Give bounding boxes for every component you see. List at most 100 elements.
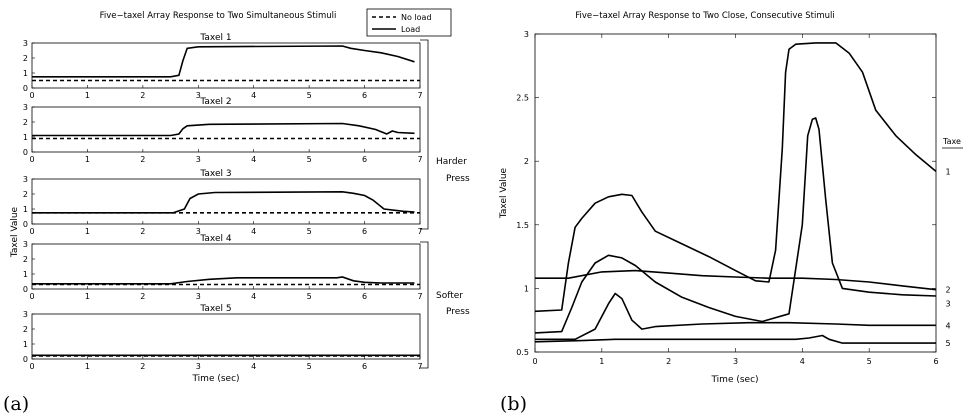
x-tick-label: 7 — [417, 227, 422, 236]
x-tick-label: 1 — [85, 91, 90, 100]
bracket-label-softer-2: Press — [446, 307, 470, 317]
x-tick-label: 4 — [800, 357, 805, 366]
x-tick-label: 0 — [29, 362, 34, 371]
x-tick-label: 6 — [362, 227, 367, 236]
chart-b-series — [534, 42, 937, 344]
chart-b-ylabel: Taxel Value — [499, 167, 509, 219]
chart-b-series-labels: 1 2 3 4 5 — [945, 167, 950, 348]
x-tick-label: 0 — [29, 155, 34, 164]
figure-label-b: (b) — [500, 393, 527, 415]
x-tick-label: 1 — [85, 155, 90, 164]
x-tick-label: 2 — [140, 362, 145, 371]
x-tick-label: 5 — [307, 91, 312, 100]
x-tick-label: 5 — [307, 155, 312, 164]
x-tick-label: 6 — [362, 362, 367, 371]
y-tick-label: 2 — [23, 54, 28, 63]
x-tick-label: 3 — [733, 357, 738, 366]
chart-b-title: Five−taxel Array Response to Two Close, … — [575, 11, 835, 21]
x-tick-label: 0 — [532, 357, 537, 366]
chart-b-legend-title: Taxe — [942, 137, 961, 146]
chart-a-legend: No load Load — [366, 8, 452, 37]
chart-a-title: Five−taxel Array Response to Two Simulta… — [100, 11, 337, 21]
y-tick-label: 1 — [23, 270, 28, 279]
chart-a: Five−taxel Array Response to Two Simulta… — [10, 8, 470, 384]
x-tick-label: 0 — [29, 227, 34, 236]
x-tick-label: 3 — [196, 155, 201, 164]
x-tick-label: 6 — [933, 357, 938, 366]
taxel-panel-3: Taxel 3 0 1 2 3 0 1 2 3 4 5 6 7 — [23, 169, 423, 236]
y-tick-label: 1.5 — [516, 221, 529, 230]
chart-b: Five−taxel Array Response to Two Close, … — [499, 11, 963, 385]
y-tick-label: 3 — [23, 310, 28, 319]
x-tick-label: 2 — [140, 91, 145, 100]
figure-label-a: (a) — [3, 393, 29, 415]
y-tick-label: 2 — [23, 255, 28, 264]
x-tick-label: 1 — [85, 292, 90, 301]
x-tick-label: 2 — [140, 292, 145, 301]
series-load-line — [32, 45, 415, 78]
series-taxel-1-line — [534, 42, 937, 313]
x-tick-label: 4 — [251, 292, 256, 301]
x-tick-label: 3 — [196, 91, 201, 100]
series-taxel-3-line — [534, 117, 937, 334]
y-tick-label: 1 — [23, 205, 28, 214]
x-tick-label: 6 — [362, 155, 367, 164]
bracket-label-harder-2: Press — [446, 174, 470, 184]
legend-label-no-load: No load — [401, 13, 432, 22]
taxel-panel-5: Taxel 5 0 1 2 3 0 1 2 3 4 5 6 7 — [23, 304, 423, 371]
x-tick-label: 5 — [307, 362, 312, 371]
x-tick-label: 4 — [251, 91, 256, 100]
chart-b-plot-area — [534, 33, 937, 353]
taxel-panel-frame — [31, 313, 421, 360]
taxel-panel-1: Taxel 1 0 1 2 3 0 1 2 3 4 5 6 7 — [23, 33, 423, 100]
taxel-panel-title: Taxel 2 — [199, 97, 231, 107]
y-tick-label: 2 — [23, 190, 28, 199]
x-tick-label: 2 — [666, 357, 671, 366]
y-tick-label: 0 — [23, 148, 28, 157]
y-tick-label: 1 — [23, 340, 28, 349]
y-tick-label: 2 — [23, 118, 28, 127]
chart-a-ylabel: Taxel Value — [10, 206, 20, 258]
series-label-3: 3 — [945, 300, 950, 309]
chart-a-xlabel: Time (sec) — [191, 374, 239, 384]
legend-label-load: Load — [401, 25, 420, 34]
x-tick-label: 7 — [417, 155, 422, 164]
y-tick-label: 2 — [524, 157, 529, 166]
x-tick-label: 1 — [599, 357, 604, 366]
x-tick-label: 0 — [29, 91, 34, 100]
x-tick-label: 7 — [417, 292, 422, 301]
x-tick-label: 4 — [251, 155, 256, 164]
x-tick-label: 5 — [867, 357, 872, 366]
taxel-panel-title: Taxel 4 — [199, 234, 231, 244]
x-tick-label: 3 — [196, 362, 201, 371]
y-tick-label: 0.5 — [516, 348, 529, 357]
taxel-panel-frame — [31, 243, 421, 290]
x-tick-label: 1 — [85, 227, 90, 236]
x-tick-label: 6 — [362, 91, 367, 100]
y-tick-label: 0 — [23, 355, 28, 364]
x-tick-label: 5 — [307, 227, 312, 236]
x-tick-label: 0 — [29, 292, 34, 301]
y-tick-label: 2.5 — [516, 94, 529, 103]
series-taxel-2-line — [535, 269, 937, 291]
x-tick-label: 2 — [140, 227, 145, 236]
series-label-2: 2 — [945, 286, 950, 295]
y-tick-label: 1 — [524, 284, 529, 293]
x-tick-label: 1 — [85, 362, 90, 371]
series-label-4: 4 — [945, 321, 950, 330]
taxel-panel-2: Taxel 2 0 1 2 3 0 1 2 3 4 5 6 7 — [23, 97, 423, 164]
series-taxel-5-line — [534, 334, 936, 344]
series-load-line — [32, 276, 415, 285]
series-label-1: 1 — [945, 167, 950, 176]
x-tick-label: 4 — [251, 227, 256, 236]
taxel-panel-frame — [31, 42, 421, 89]
chart-b-axes: 0 1 2 3 4 5 6 0.5 1 1.5 2 2.5 3 — [516, 30, 938, 366]
series-label-5: 5 — [945, 339, 950, 348]
x-tick-label: 3 — [196, 292, 201, 301]
bracket-softer: Softer Press — [420, 241, 470, 369]
taxel-panel-4: Taxel 4 0 1 2 3 0 1 2 3 4 5 6 7 — [23, 234, 423, 301]
bracket-harder: Harder Press — [420, 39, 470, 230]
taxel-panel-title: Taxel 3 — [199, 169, 231, 179]
